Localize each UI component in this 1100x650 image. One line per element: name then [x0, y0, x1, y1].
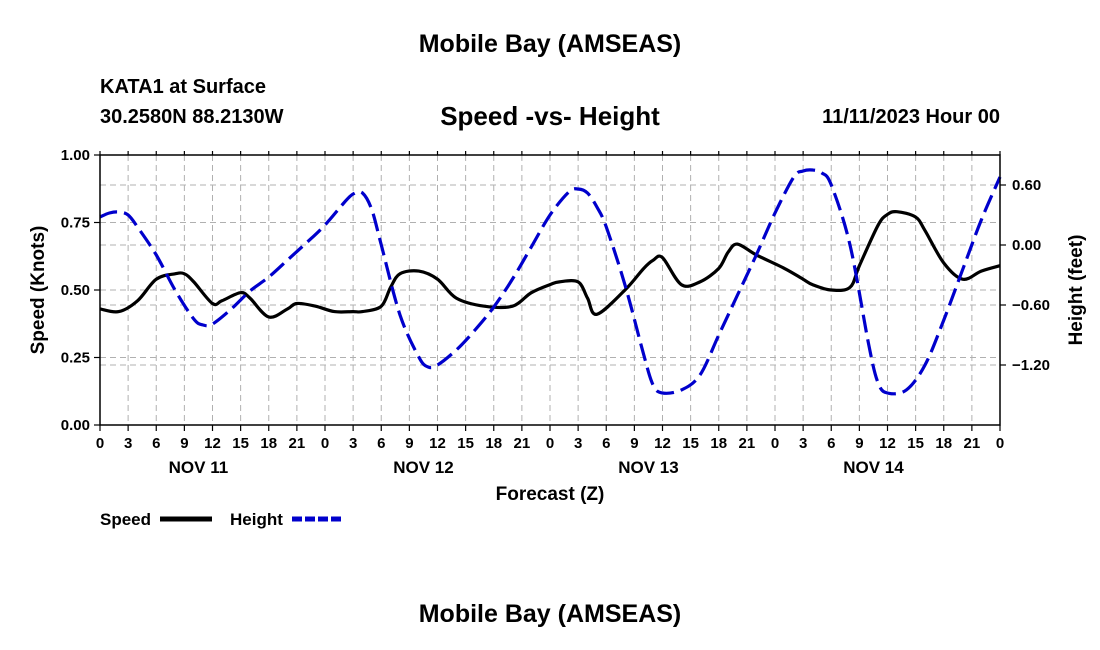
- x-tick-label: 12: [204, 435, 221, 452]
- x-tick-label: 9: [630, 435, 638, 452]
- x-tick-label: 12: [429, 435, 446, 452]
- x-tick-label: 0: [96, 435, 104, 452]
- x-tick-label: 15: [457, 435, 474, 452]
- x-tick-label: 3: [124, 435, 132, 452]
- right-tick-label: 0.00: [1012, 237, 1041, 254]
- x-tick-label: 0: [321, 435, 329, 452]
- footer-title: Mobile Bay (AMSEAS): [418, 600, 682, 628]
- x-tick-label: 0: [771, 435, 779, 452]
- x-tick-label: 9: [180, 435, 188, 452]
- left-axis-label: Speed (Knots): [28, 226, 49, 355]
- legend-height-label: Height: [230, 510, 283, 529]
- right-tick-label: −1.20: [1012, 357, 1050, 374]
- right-tick-label: −0.60: [1012, 297, 1050, 314]
- x-axis-label: Forecast (Z): [496, 484, 605, 505]
- left-tick-label: 0.75: [61, 215, 90, 232]
- x-tick-label: 3: [349, 435, 357, 452]
- x-tick-label: 21: [739, 435, 756, 452]
- x-tick-label: 18: [260, 435, 277, 452]
- x-tick-label: 9: [855, 435, 863, 452]
- legend-speed-label: Speed: [100, 510, 151, 529]
- right-tick-label: 0.60: [1012, 177, 1041, 194]
- left-tick-label: 1.00: [61, 147, 90, 164]
- x-tick-label: 21: [964, 435, 981, 452]
- x-tick-label: 6: [827, 435, 835, 452]
- x-tick-label: 6: [152, 435, 160, 452]
- x-tick-label: 15: [232, 435, 249, 452]
- x-tick-label: 12: [654, 435, 671, 452]
- left-tick-label: 0.25: [61, 350, 90, 367]
- x-tick-label: 12: [879, 435, 896, 452]
- speed-height-chart: 0 3 6 9 12 15 18 21 0 3 6 9 12 15 18 21 0 3 6 9 12 15 18 21 0 3 6 9…: [28, 147, 1087, 529]
- x-tick-label: 6: [602, 435, 610, 452]
- x-tick-label: 6: [377, 435, 385, 452]
- day-label: NOV 11: [169, 458, 229, 477]
- x-tick-label: 21: [289, 435, 306, 452]
- x-tick-label: 3: [799, 435, 807, 452]
- x-tick-label: 21: [514, 435, 531, 452]
- station-coordinates: 30.2580N 88.2130W: [100, 106, 284, 128]
- axes: 0 3 6 9 12 15 18 21 0 3 6 9 12 15 18 21 0 3 6 9 12 15 18 21 0 3 6 9…: [28, 147, 1087, 505]
- x-tick-label: 18: [485, 435, 502, 452]
- left-tick-label: 0.50: [61, 282, 90, 299]
- x-tick-label: 18: [935, 435, 952, 452]
- day-label: NOV 12: [393, 458, 453, 477]
- x-tick-label: 15: [682, 435, 699, 452]
- chart-main-title: Mobile Bay (AMSEAS): [418, 30, 682, 58]
- series-lines: [99, 168, 1002, 396]
- left-tick-label: 0.00: [61, 417, 90, 434]
- x-tick-label: 15: [907, 435, 924, 452]
- x-tick-label: 9: [405, 435, 413, 452]
- legend: Speed Height: [100, 510, 342, 529]
- x-tick-label: 0: [996, 435, 1004, 452]
- x-tick-label: 18: [710, 435, 727, 452]
- day-label: NOV 13: [618, 458, 678, 477]
- right-axis-label: Height (feet): [1066, 235, 1087, 346]
- x-tick-label: 3: [574, 435, 582, 452]
- series-line-height: [99, 168, 1002, 396]
- day-label: NOV 14: [843, 458, 904, 477]
- forecast-datetime: 11/11/2023 Hour 00: [822, 106, 1000, 128]
- chart-subtitle: Speed -vs- Height: [440, 101, 660, 131]
- station-label: KATA1 at Surface: [100, 76, 266, 98]
- grid-lines: [100, 155, 1000, 425]
- x-tick-label: 0: [546, 435, 554, 452]
